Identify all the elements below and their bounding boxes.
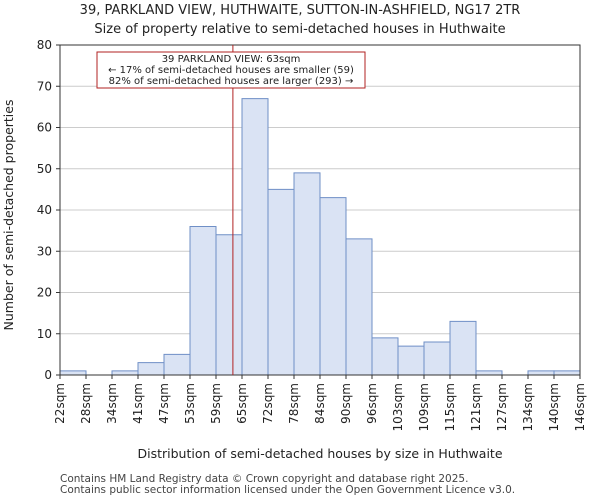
x-tick-label: 103sqm [391, 383, 405, 431]
x-tick-label: 90sqm [339, 383, 353, 424]
bar [293, 172, 321, 376]
annotation-border [96, 51, 366, 89]
x-tick-label: 22sqm [53, 383, 67, 424]
chart-subtitle: Size of property relative to semi-detach… [94, 22, 505, 37]
x-tick-label: 96sqm [365, 383, 379, 424]
x-axis-ticks: 22sqm 28sqm 34sqm 41sqm 47sqm 53sqm 59sqm 65sqm… [53, 375, 587, 431]
x-tick-label: 72sqm [261, 383, 275, 424]
x-tick-label: 78sqm [287, 383, 301, 424]
y-tick-label: 70 [37, 79, 52, 93]
bar [241, 98, 269, 376]
y-tick-label: 0 [44, 368, 52, 382]
x-tick-label: 53sqm [183, 383, 197, 424]
bar [111, 370, 139, 376]
x-tick-label: 34sqm [105, 383, 119, 424]
bar [189, 226, 217, 376]
y-tick-label: 10 [37, 327, 52, 341]
x-tick-label: 84sqm [313, 383, 327, 424]
bar [527, 370, 555, 376]
footer-line-2: Contains public sector information licen… [60, 484, 516, 496]
bar [163, 353, 191, 376]
y-tick-label: 50 [37, 162, 52, 176]
x-tick-label: 109sqm [417, 383, 431, 431]
x-tick-label: 146sqm [573, 383, 587, 431]
bar [215, 234, 243, 376]
footer-line-1: Contains HM Land Registry data © Crown c… [60, 473, 469, 485]
bar [553, 370, 581, 376]
bar [475, 370, 503, 376]
x-tick-label: 115sqm [443, 383, 457, 431]
x-tick-label: 59sqm [209, 383, 223, 424]
x-tick-label: 47sqm [157, 383, 171, 424]
x-tick-label: 41sqm [131, 383, 145, 424]
bar [267, 188, 295, 376]
x-tick-label: 140sqm [547, 383, 561, 431]
bar [423, 341, 451, 376]
plot-frame [59, 44, 581, 376]
x-tick-label: 127sqm [495, 383, 509, 431]
bar [449, 320, 477, 376]
annotation-line-2: ← 17% of semi-detached houses are smalle… [108, 65, 354, 76]
x-tick-label: 28sqm [79, 383, 93, 424]
bar [137, 362, 165, 376]
y-axis-label: Number of semi-detached properties [1, 100, 16, 331]
y-tick-label: 40 [37, 203, 52, 217]
x-axis-label: Distribution of semi-detached houses by … [137, 446, 502, 461]
chart-title: 39, PARKLAND VIEW, HUTHWAITE, SUTTON-IN-… [80, 3, 521, 18]
bar [59, 370, 87, 376]
y-tick-label: 80 [37, 38, 52, 52]
y-tick-label: 20 [37, 286, 52, 300]
bar [371, 337, 399, 376]
y-axis-ticks: 0 10 20 30 40 50 60 70 80 [37, 38, 60, 382]
bar-series [59, 98, 581, 376]
annotation-box: 39 PARKLAND VIEW: 63sqm ← 17% of semi-de… [96, 51, 366, 89]
y-tick-label: 60 [37, 121, 52, 135]
x-tick-label: 121sqm [469, 383, 483, 431]
x-tick-label: 134sqm [521, 383, 535, 431]
annotation-line-3: 82% of semi-detached houses are larger (… [109, 76, 354, 87]
x-tick-label: 65sqm [235, 383, 249, 424]
bar [345, 238, 373, 376]
bar [319, 197, 347, 376]
bar [397, 345, 425, 376]
annotation-line-1: 39 PARKLAND VIEW: 63sqm [162, 54, 301, 65]
y-tick-label: 30 [37, 244, 52, 258]
